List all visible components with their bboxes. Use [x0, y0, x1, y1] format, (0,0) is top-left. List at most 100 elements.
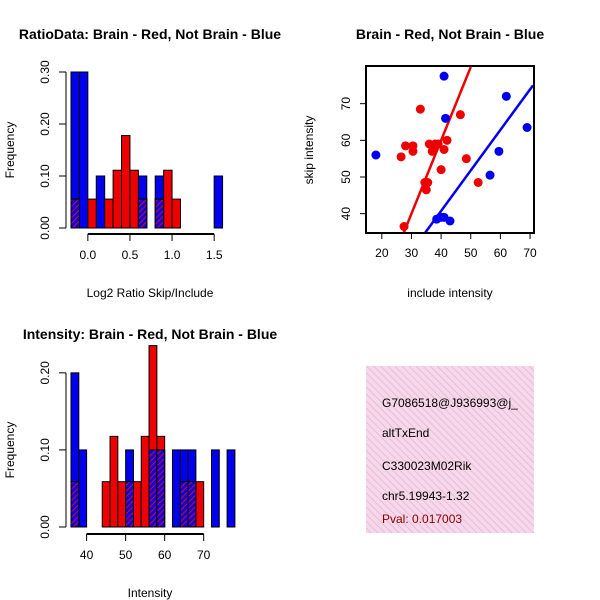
scatter-point-blue-10 [522, 123, 532, 132]
scatter-x-tick-label-3: 50 [464, 246, 478, 260]
x-tick-label-0-3: 1.5 [206, 248, 223, 262]
hist-overlap-0-2 [70, 198, 80, 229]
x-tick-label-0-2: 1.0 [164, 248, 181, 262]
x-tick-label-2-2: 60 [158, 548, 172, 562]
scatter-x-tick-label-5: 70 [523, 246, 537, 260]
hist-bar-red-2-2 [109, 435, 119, 528]
p-value: Pval: 0.017003 [382, 512, 462, 526]
scatter-point-red-1 [399, 222, 409, 231]
hist-bar-red-0-3 [112, 169, 123, 229]
scatter-point-blue-9 [501, 91, 511, 101]
scatter-x-tick-label-1: 30 [405, 246, 419, 260]
scatter-point-red-17 [455, 110, 465, 120]
scatter-x-tick-label-4: 60 [494, 246, 508, 260]
scatter-points [371, 71, 532, 231]
ratio-histogram-panel: RatioData: Brain - Red, Not Brain - Blue… [3, 26, 281, 300]
ratio-histogram-axes: 0.0 0.5 1.0 1.5 0.00 0.10 0.20 0.30 [38, 60, 223, 262]
scatter-x-tick-label-2: 40 [434, 246, 448, 260]
scatter-ylabel: skip intensity [302, 116, 316, 185]
scatter-axes: 20 30 40 50 60 70 40 50 60 70 [339, 97, 537, 260]
x-tick-label-2-1: 50 [119, 548, 133, 562]
scatter-point-red-15 [439, 145, 449, 154]
scatter-point-red-16 [442, 135, 452, 145]
fit-line-red [402, 67, 472, 232]
event-type: altTxEnd [382, 426, 429, 440]
x-tick-label-2-0: 40 [80, 548, 94, 562]
intensity-histogram-axes: 40 50 60 70 0.00 0.10 0.20 [38, 361, 211, 562]
hist-bar-red-0-2 [104, 198, 114, 229]
hist-bar-blue-2-5 [171, 449, 181, 528]
y-tick-label-0-1: 0.10 [38, 164, 52, 188]
hist-bar-red-0-9 [171, 198, 181, 229]
scatter-y-tick-label-0: 40 [339, 207, 353, 221]
y-tick-label-2-1: 0.10 [38, 438, 52, 462]
scatter-point-red-2 [401, 141, 411, 151]
x-tick-label-2-3: 70 [197, 548, 211, 562]
scatter-title: Brain - Red, Not Brain - Blue [356, 26, 544, 42]
y-tick-label-2-0: 0.00 [38, 515, 52, 539]
intensity-histogram-ylabel: Frequency [3, 422, 17, 479]
hist-bar-blue-2-1 [78, 449, 88, 528]
hist-bar-red-2-5 [132, 481, 142, 528]
hist-bar-red-2-1 [101, 481, 111, 528]
hist-overlap-2-8 [156, 449, 166, 528]
ratio-histogram-bars [70, 71, 224, 229]
hist-bar-red-2-11 [195, 481, 205, 528]
intensity-histogram-panel: Intensity: Brain - Red, Not Brain - Blue… [3, 326, 277, 600]
hist-overlap-0-7 [137, 198, 148, 229]
scatter-point-red-8 [423, 178, 433, 187]
scatter-xlabel: include intensity [407, 286, 492, 300]
intensity-histogram-title: Intensity: Brain - Red, Not Brain - Blue [23, 326, 278, 342]
hist-bar-blue-0-1 [78, 71, 89, 229]
gene-name: C330023M02Rik [382, 459, 472, 473]
scatter-point-blue-5 [445, 216, 455, 226]
event-id: G7086518@J936993@j_ [382, 396, 518, 410]
hist-overlap-2-9 [179, 481, 189, 528]
hist-overlap-2-7 [148, 449, 158, 528]
ratio-histogram-title: RatioData: Brain - Red, Not Brain - Blue [19, 26, 281, 42]
event-info-background [366, 366, 534, 533]
scatter-point-red-5 [415, 104, 425, 114]
hist-bar-red-0-8 [163, 169, 173, 229]
hist-overlap-2-0 [70, 481, 80, 528]
hist-bar-red-0-1 [87, 198, 97, 229]
scatter-point-red-19 [473, 178, 483, 187]
genomic-location: chr5.19943-1.32 [382, 489, 470, 503]
intensity-histogram-xlabel: Intensity [128, 586, 173, 600]
scatter-y-tick-label-2: 60 [339, 133, 353, 147]
hist-bar-red-0-5 [129, 169, 139, 229]
scatter-point-red-13 [433, 139, 443, 149]
y-tick-label-0-0: 0.00 [38, 216, 52, 240]
scatter-point-blue-4 [439, 71, 449, 81]
scatter-point-red-7 [421, 185, 431, 195]
hist-bar-red-0-4 [121, 135, 131, 229]
scatter-point-red-4 [408, 141, 418, 151]
scatter-x-tick-label-0: 20 [375, 246, 389, 260]
x-tick-label-0-0: 0.0 [79, 248, 96, 262]
scatter-point-red-18 [461, 154, 471, 164]
hist-bar-red-2-3 [117, 481, 127, 528]
scatter-y-tick-label-3: 70 [339, 97, 353, 111]
hist-bar-blue-2-9 [226, 449, 236, 528]
hist-bar-red-2-6 [140, 435, 150, 528]
hist-overlap-2-10 [187, 481, 197, 528]
y-tick-label-0-3: 0.30 [38, 60, 52, 84]
hist-bar-blue-0-2 [95, 175, 106, 229]
event-info-panel: G7086518@J936993@j_ altTxEnd C330023M02R… [366, 366, 534, 533]
scatter-point-blue-7 [485, 170, 495, 180]
scatter-point-blue-0 [371, 150, 381, 160]
scatter-plot-box [365, 65, 535, 234]
y-tick-label-0-2: 0.20 [38, 112, 52, 136]
scatter-point-blue-8 [494, 146, 504, 156]
x-tick-label-0-1: 0.5 [122, 248, 139, 262]
scatter-point-blue-6 [441, 113, 451, 123]
scatter-point-red-0 [396, 152, 406, 162]
ratio-histogram-ylabel: Frequency [3, 122, 17, 179]
hist-overlap-2-4 [125, 481, 134, 528]
scatter-y-tick-label-1: 50 [339, 170, 353, 184]
hist-overlap-0-8 [154, 198, 165, 229]
scatter-point-red-14 [436, 165, 446, 175]
intensity-histogram-bars [70, 345, 236, 528]
hist-bar-blue-2-8 [210, 449, 220, 528]
